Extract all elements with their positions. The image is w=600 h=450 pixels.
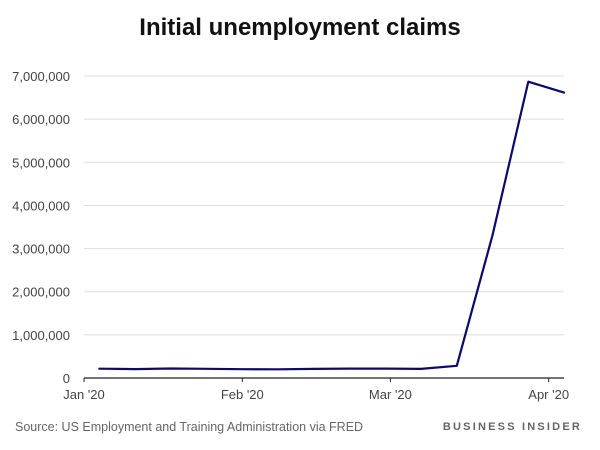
y-tick-label: 2,000,000: [12, 285, 70, 300]
x-tick-label: Mar '20: [369, 387, 412, 402]
y-tick-label: 5,000,000: [12, 155, 70, 170]
source-note: Source: US Employment and Training Admin…: [15, 420, 364, 434]
y-tick-label: 3,000,000: [12, 242, 70, 257]
brand-logo: BUSINESS INSIDER: [442, 421, 582, 433]
x-tick-label: Apr '20: [528, 387, 569, 402]
y-tick-label: 6,000,000: [12, 112, 70, 127]
chart-title: Initial unemployment claims: [139, 14, 461, 41]
y-tick-label: 7,000,000: [12, 69, 70, 84]
y-tick-label: 4,000,000: [12, 198, 70, 213]
series-line: [98, 80, 566, 371]
y-tick-label: 0: [63, 371, 70, 386]
x-tick-label: Jan '20: [63, 387, 105, 402]
y-tick-label: 1,000,000: [12, 328, 70, 343]
x-tick-label: Feb '20: [221, 387, 264, 402]
